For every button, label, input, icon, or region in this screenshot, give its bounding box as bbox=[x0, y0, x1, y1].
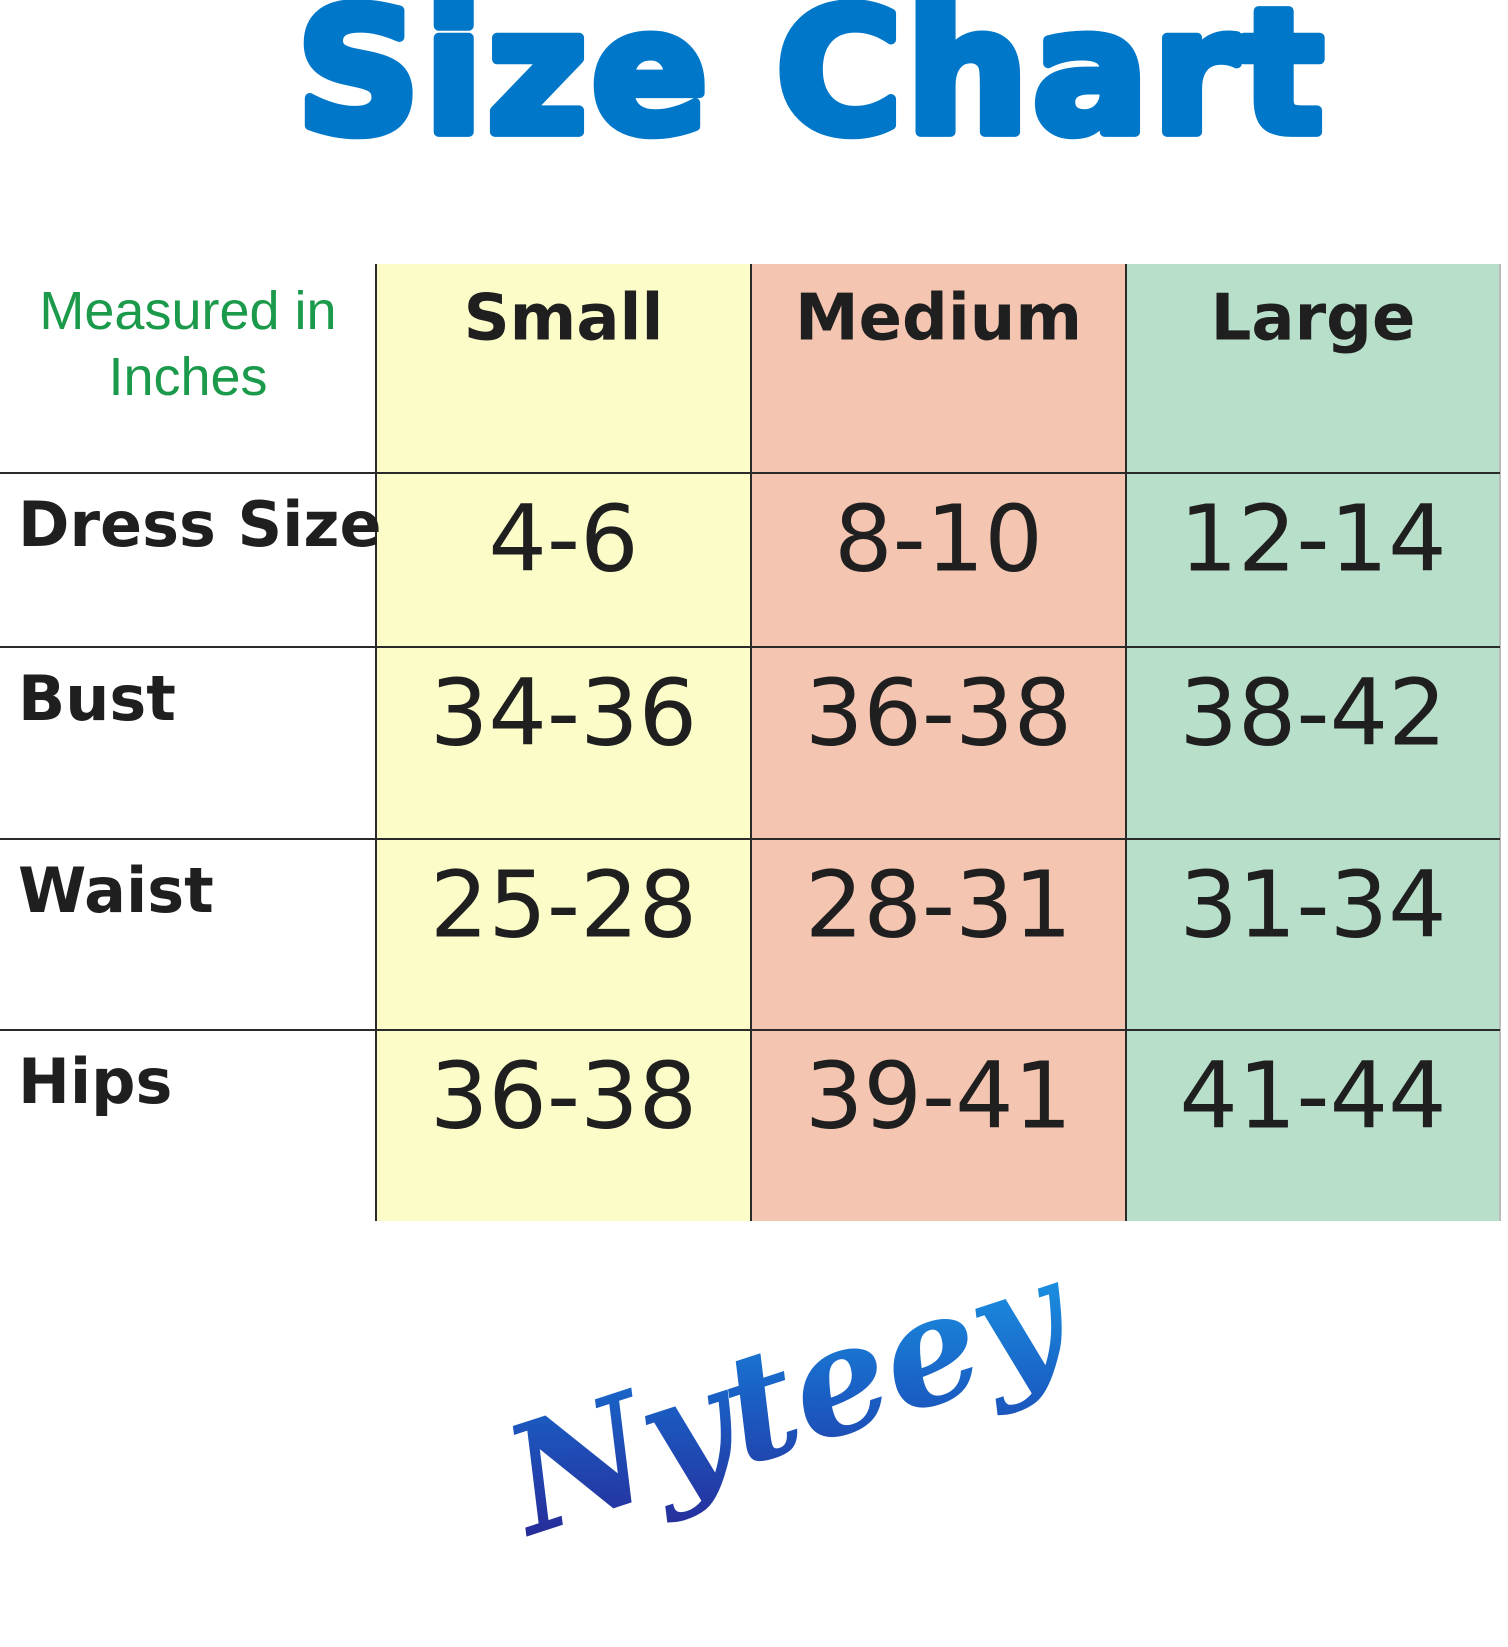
cell-value: 28-31 bbox=[805, 851, 1072, 958]
row-label: Hips bbox=[18, 1045, 172, 1118]
title: Size Chart bbox=[296, 0, 1327, 173]
column-header: Small bbox=[464, 282, 664, 356]
column-header: Medium bbox=[795, 282, 1082, 356]
cell-value: 25-28 bbox=[430, 851, 697, 958]
cell-value: 39-41 bbox=[805, 1042, 1072, 1149]
cell-value: 31-34 bbox=[1179, 851, 1446, 958]
cell-value: 38-42 bbox=[1179, 659, 1446, 766]
row-label: Waist bbox=[18, 854, 214, 927]
cell-value: 8-10 bbox=[834, 485, 1043, 592]
row-label: Bust bbox=[18, 662, 176, 735]
grid-lines bbox=[0, 264, 1501, 1221]
table-grid bbox=[0, 264, 1501, 1221]
medium-column-bg bbox=[751, 264, 1126, 1221]
row-label: Dress Size bbox=[18, 488, 382, 561]
cell-value: 36-38 bbox=[430, 1042, 697, 1149]
cell-value: 36-38 bbox=[805, 659, 1072, 766]
small-column-bg bbox=[376, 264, 751, 1221]
column-header: Large bbox=[1211, 282, 1416, 356]
large-column-bg bbox=[1126, 264, 1500, 1221]
units-note: Measured in Inches bbox=[39, 281, 337, 407]
cell-value: 41-44 bbox=[1179, 1042, 1446, 1149]
cell-value: 4-6 bbox=[488, 485, 638, 592]
brand-logo: Nyteey bbox=[483, 1223, 1093, 1571]
cell-value: 12-14 bbox=[1179, 485, 1446, 592]
cell-value: 34-36 bbox=[430, 659, 697, 766]
